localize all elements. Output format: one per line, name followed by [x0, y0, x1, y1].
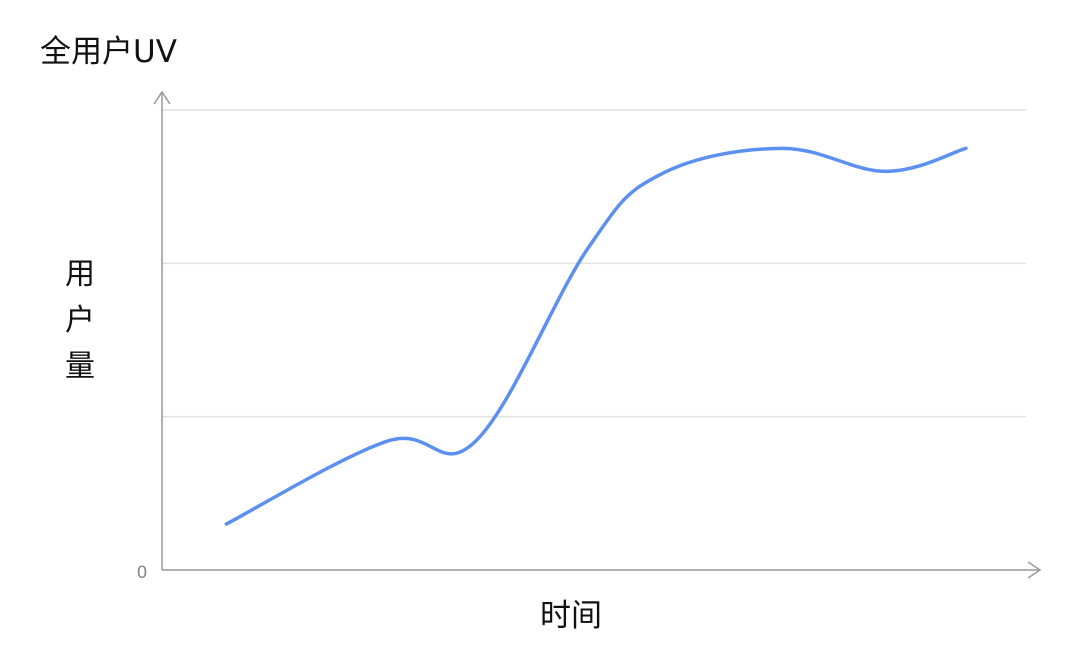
y-origin-label: 0 [137, 563, 148, 583]
y-axis-arrow [153, 90, 171, 105]
y-axis-label-char: 用 [65, 257, 95, 292]
y-axis-label-char: 户 [65, 303, 95, 338]
y-axis-label-char: 量 [65, 349, 95, 384]
y-axis-label: 用户量 [60, 252, 100, 390]
x-axis-arrow [1027, 561, 1042, 579]
chart-title: 全用户UV [40, 34, 177, 70]
series-line [224, 146, 968, 526]
x-axis-label: 时间 [540, 598, 602, 634]
